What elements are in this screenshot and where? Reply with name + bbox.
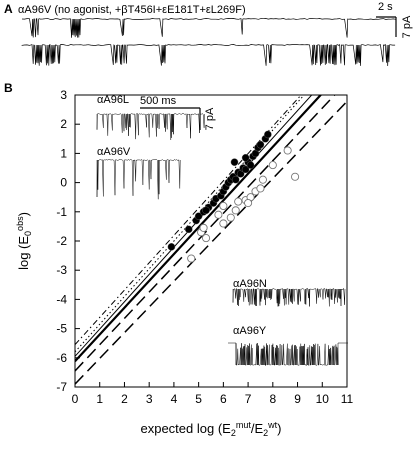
x-tick-label: 10 [316, 392, 330, 406]
fit-line-dotted [75, 95, 305, 353]
inset-label-a96n: αA96N [233, 278, 267, 290]
inset-trace-a96y [228, 342, 348, 367]
trace-row-2 [21, 43, 396, 67]
panel-a-scale-current: 7 pA [401, 15, 413, 38]
y-tick-label: -6 [56, 351, 67, 365]
x-tick-label: 8 [269, 392, 276, 406]
y-tick-label: 3 [60, 88, 67, 102]
panel-a-traces [21, 17, 396, 67]
data-point-open [234, 197, 243, 206]
fit-line-dash-dot [75, 95, 302, 345]
data-point-open [268, 161, 277, 170]
data-point-filled [256, 140, 265, 149]
data-point-open [231, 206, 240, 215]
data-point-open [283, 146, 292, 155]
x-axis-label: expected log (E2mut/E2wt) [140, 420, 281, 438]
plot-frame [74, 94, 348, 388]
panel-b-label: B [4, 81, 13, 95]
x-tick-label: 1 [96, 392, 103, 406]
data-point-filled [230, 158, 239, 166]
data-point-open [202, 234, 211, 243]
trace-row-1 [21, 17, 396, 38]
x-tick-label: 6 [220, 392, 227, 406]
scatter-plot: 0 1 2 3 4 5 6 7 8 9 10 11 -7 -6 -5 -4 -3 -2 -1 0 1 2 3 expected… [15, 88, 354, 438]
panel-a-scale-time: 2 s [378, 1, 393, 13]
inset-label-a96v: αA96V [97, 146, 131, 158]
x-tick-label: 2 [121, 392, 128, 406]
inset-label-a96y: αA96Y [233, 325, 267, 337]
y-tick-label: -4 [56, 292, 67, 306]
series-open-circle [187, 146, 300, 263]
panel-a-title: αA96V (no agonist, +βT456I+εE181T+εL269F… [18, 4, 246, 16]
y-tick-label: -5 [56, 322, 67, 336]
x-tick-label: 4 [171, 392, 178, 406]
data-point-filled [241, 153, 250, 162]
y-tick-label: -2 [56, 234, 67, 248]
data-point-filled [264, 130, 272, 139]
inset-scale-current: 7 pA [204, 107, 216, 130]
data-point-open [226, 213, 235, 222]
x-tick-label: 9 [294, 392, 301, 406]
inset-trace-a96v [96, 159, 181, 200]
inset-traces [96, 113, 348, 367]
data-point-filled [194, 212, 203, 220]
data-point-open [199, 223, 208, 232]
data-point-filled [167, 243, 176, 251]
data-point-open [256, 184, 265, 193]
fit-line-solid-thick [75, 95, 323, 363]
data-point-open [291, 172, 300, 181]
y-tick-label: 2 [60, 117, 67, 131]
y-tick-label: -7 [56, 380, 67, 394]
data-point-filled [184, 225, 193, 234]
data-point-filled [241, 165, 250, 174]
data-point-open [244, 198, 253, 208]
inset-scale-time: 500 ms [140, 95, 177, 107]
data-point-filled [202, 206, 210, 215]
inset-trace-a96l [96, 113, 205, 141]
x-tick-label: 5 [195, 392, 202, 406]
x-tick-label: 3 [146, 392, 153, 406]
inset-label-a96l: αA96L [97, 94, 129, 106]
x-tick-label: 11 [341, 392, 354, 406]
data-point-filled [246, 161, 255, 169]
data-point-open [219, 201, 228, 211]
data-point-open [187, 254, 196, 263]
x-tick-label: 7 [245, 392, 252, 406]
y-tick-label: 1 [60, 146, 67, 160]
series-filled-circle [167, 130, 272, 251]
fit-line-long-dash [75, 95, 336, 372]
data-point-open [219, 219, 228, 228]
fit-line-long-dash [75, 100, 347, 385]
panel-a-scalebar [376, 16, 397, 37]
y-axis-label: log (E0obs) [15, 212, 33, 270]
y-tick-label: 0 [60, 176, 67, 190]
panel-a-label: A [4, 2, 13, 16]
y-tick-label: -1 [56, 205, 67, 219]
data-point-open [258, 175, 267, 184]
inset-trace-a96n [232, 287, 346, 307]
data-point-filled [231, 175, 240, 184]
x-tick-label: 0 [72, 392, 79, 406]
data-point-open [214, 210, 223, 219]
y-tick-label: -3 [56, 263, 67, 277]
